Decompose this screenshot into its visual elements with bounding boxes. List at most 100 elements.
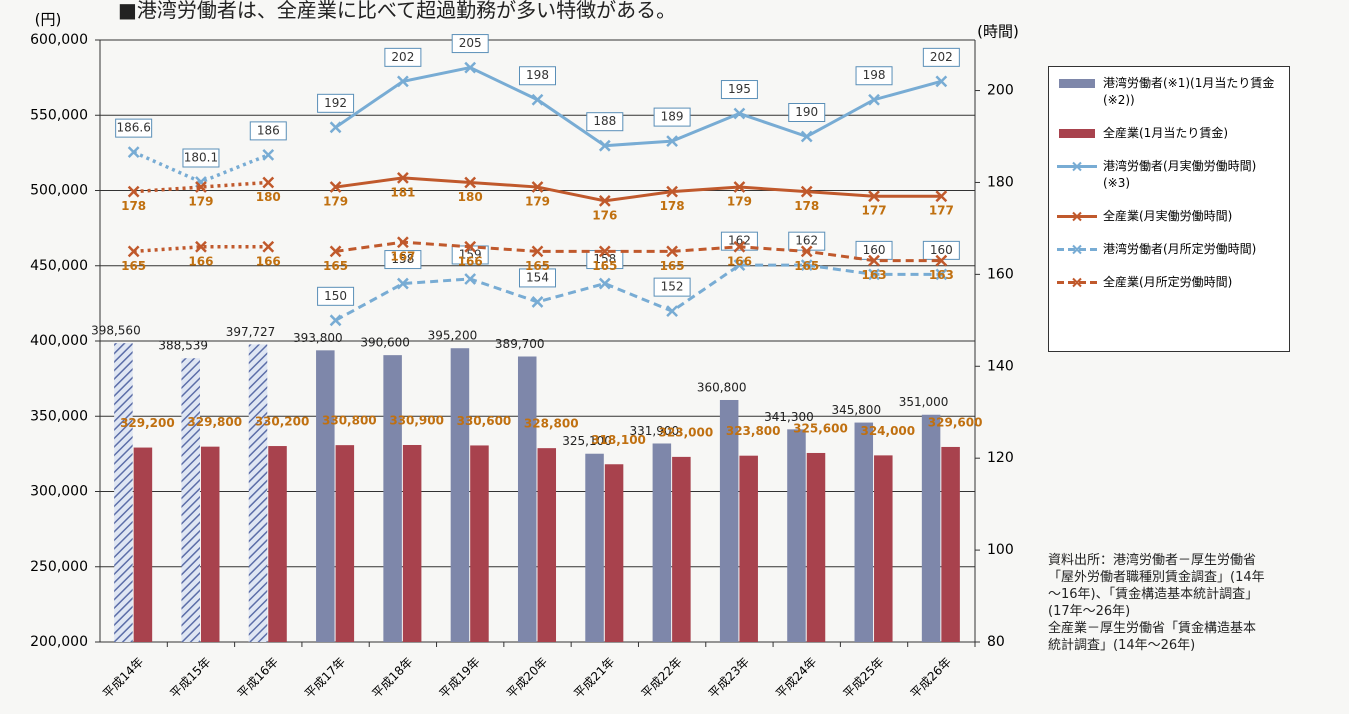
point-label: 165	[525, 259, 550, 273]
line-marker	[464, 61, 477, 74]
legend-symbol	[1057, 161, 1097, 172]
line-marker	[397, 277, 409, 290]
legend-item: 全産業(月所定労働時間)	[1055, 274, 1283, 291]
chart: (円) (時間) 200,000 250,000 300,000 350,000 400…	[30, 11, 1019, 701]
x-tick-label: 平成23年	[706, 655, 752, 701]
bar	[383, 355, 402, 642]
label-box	[384, 250, 422, 270]
line-marker	[733, 107, 746, 120]
line-marker	[195, 181, 207, 193]
source-note: 資料出所：港湾労働者－厚生労働省 「屋外労働者職種別賃金調査」(14年 ～16年)、…	[1048, 552, 1265, 654]
legend-marker	[1072, 211, 1082, 222]
label-box	[519, 66, 556, 86]
line-marker	[397, 236, 409, 249]
legend-marker	[1072, 277, 1082, 288]
line-marker	[800, 245, 813, 258]
y-tick-label: 600,000	[30, 32, 88, 48]
bar-label: 330,200	[255, 415, 310, 429]
point-label: 205	[459, 36, 482, 50]
bar	[941, 446, 960, 642]
label-box	[317, 286, 355, 306]
x-tick-label: 平成18年	[369, 655, 415, 701]
y-tick-label: 550,000	[30, 107, 88, 123]
bar	[537, 448, 557, 642]
bar-label: 360,800	[697, 380, 747, 394]
bar	[719, 399, 739, 642]
point-label: 150	[324, 289, 347, 303]
x-tick-label: 平成19年	[437, 655, 483, 701]
bar	[181, 358, 200, 642]
y-tick-label: 250,000	[30, 559, 88, 575]
line	[334, 66, 942, 148]
y2-tick-label: 120	[987, 450, 1014, 466]
legend-symbol	[1059, 129, 1095, 138]
line-marker	[598, 245, 611, 258]
label-box	[720, 80, 758, 100]
point-label: 186	[257, 123, 280, 137]
label-box	[586, 112, 624, 132]
point-label: 180	[458, 190, 483, 204]
point-label: 165	[121, 259, 146, 273]
line-marker	[666, 245, 678, 258]
point-label: 160	[863, 243, 886, 257]
point-label: 154	[526, 270, 549, 284]
label-box	[653, 107, 691, 127]
point-label: 178	[121, 199, 146, 213]
point-label: 177	[862, 204, 887, 218]
bar-label: 397,727	[226, 325, 276, 339]
y-tick-label: 400,000	[30, 333, 88, 349]
line-marker	[262, 240, 275, 253]
y2-tick-label: 80	[987, 634, 1005, 650]
point-label: 162	[795, 234, 818, 248]
bar-label: 329,600	[928, 415, 983, 429]
legend-marker	[1072, 244, 1082, 255]
bar	[248, 344, 268, 642]
line-marker	[329, 314, 342, 327]
line-marker	[800, 130, 813, 143]
line-marker	[127, 185, 140, 198]
legend-symbol	[1057, 211, 1097, 222]
bar	[854, 422, 874, 642]
point-label: 195	[728, 82, 751, 96]
legend-item: 港湾労働者(月所定労働時間)	[1055, 241, 1283, 258]
line-marker	[935, 268, 948, 281]
line-marker	[531, 93, 544, 106]
legend-item: 港湾労働者(月実働労働時間)(※3)	[1055, 158, 1283, 192]
y2-tick-label: 180	[987, 174, 1014, 190]
x-tick-label: 平成26年	[908, 655, 954, 701]
bar	[585, 453, 604, 642]
point-label: 189	[661, 110, 684, 124]
bar	[470, 445, 489, 642]
point-label: 202	[391, 50, 414, 64]
label-box	[855, 66, 893, 86]
line-marker	[195, 240, 207, 253]
x-tick-label: 平成16年	[235, 655, 281, 701]
y2-tick-label: 140	[987, 358, 1014, 374]
line-marker	[666, 305, 678, 318]
line-marker	[733, 240, 746, 253]
point-label: 160	[930, 243, 953, 257]
source-line: 統計調査」(14年～26年)	[1048, 638, 1196, 653]
line-marker	[666, 135, 678, 147]
bar-label: 341,300	[764, 410, 814, 424]
bar-label: 395,200	[428, 329, 478, 343]
point-label: 158	[391, 252, 414, 266]
point-label: 178	[794, 199, 819, 213]
point-label: 162	[728, 234, 751, 248]
point-label: 166	[727, 254, 752, 268]
legend-symbol	[1059, 79, 1095, 88]
point-label: 165	[323, 259, 348, 273]
bar-label: 330,800	[322, 414, 377, 428]
label-box	[720, 231, 758, 251]
point-label: 180	[256, 190, 281, 204]
line-marker	[868, 190, 880, 203]
label-box	[922, 47, 960, 67]
bar	[335, 445, 355, 642]
y-tick-label: 500,000	[30, 183, 88, 199]
label-box	[384, 47, 422, 67]
line	[335, 176, 942, 203]
chart-title: ■港湾労働者は、全産業に比べて超過勤務が多い特徴がある。	[118, 0, 677, 22]
bar-label: 324,000	[860, 424, 915, 438]
bar-label: 323,800	[726, 424, 781, 438]
